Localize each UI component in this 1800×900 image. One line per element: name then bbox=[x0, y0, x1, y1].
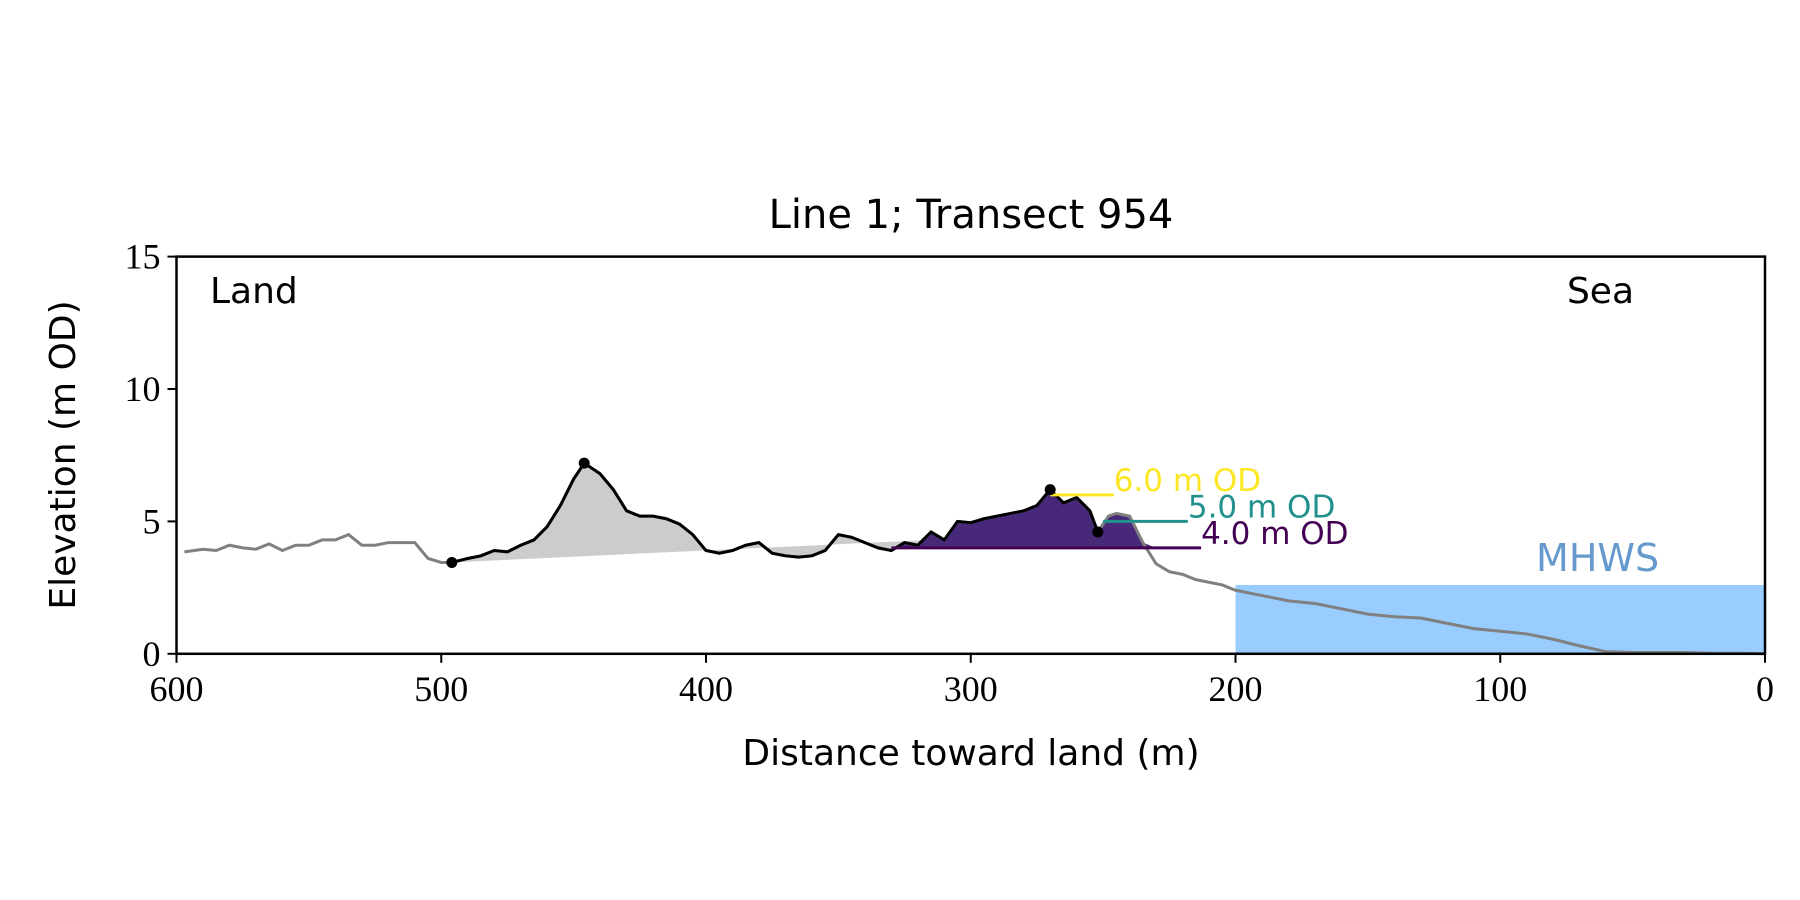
level-label: 5.0 m OD bbox=[1188, 489, 1335, 525]
y-tick-label: 10 bbox=[125, 369, 161, 409]
mhws-label: MHWS bbox=[1536, 536, 1659, 580]
y-tick-label: 15 bbox=[125, 237, 161, 277]
marker bbox=[446, 556, 458, 568]
y-axis-label: Elevation (m OD) bbox=[43, 300, 84, 609]
x-tick-label: 200 bbox=[1209, 669, 1263, 709]
level-label: 6.0 m OD bbox=[1114, 463, 1261, 499]
land-label: Land bbox=[210, 271, 298, 312]
dune-line bbox=[451, 461, 1100, 564]
level-label: 4.0 m OD bbox=[1201, 516, 1348, 552]
x-tick-label: 600 bbox=[150, 669, 204, 709]
sea-label: Sea bbox=[1567, 271, 1634, 312]
x-axis-label: Distance toward land (m) bbox=[742, 733, 1199, 774]
marker bbox=[1044, 484, 1056, 496]
x-tick-label: 500 bbox=[414, 669, 468, 709]
mhws-area bbox=[1235, 584, 1765, 654]
x-tick-label: 300 bbox=[944, 669, 998, 709]
x-tick-label: 400 bbox=[679, 669, 733, 709]
level-area bbox=[891, 489, 1196, 548]
marker bbox=[1092, 526, 1104, 538]
chart-title: Line 1; Transect 954 bbox=[769, 192, 1174, 238]
y-tick-label: 5 bbox=[143, 501, 161, 541]
x-tick-label: 100 bbox=[1473, 669, 1527, 709]
y-tick-label: 0 bbox=[143, 634, 161, 674]
marker bbox=[578, 457, 590, 469]
x-tick-label: 0 bbox=[1756, 669, 1774, 709]
